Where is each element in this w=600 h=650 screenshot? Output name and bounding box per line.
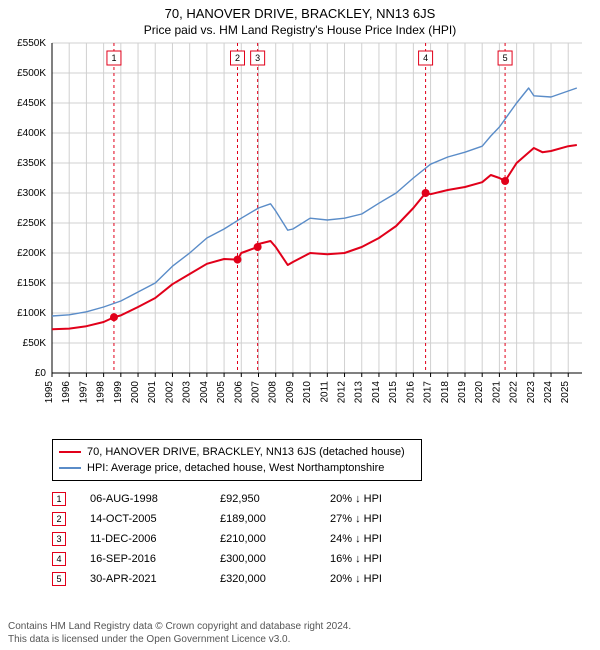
sales-index-box: 3 (52, 532, 66, 546)
svg-text:2009: 2009 (285, 381, 296, 404)
chart-area: £0 £50K £100K £150K £200K £250K £300K £350K £400… (0, 37, 600, 435)
svg-text:1995: 1995 (44, 381, 55, 404)
sales-table: 106-AUG-1998£92,95020% ↓ HPI214-OCT-2005… (52, 489, 592, 589)
sales-price: £92,950 (220, 493, 330, 505)
svg-text:2013: 2013 (354, 381, 365, 404)
svg-text:1998: 1998 (96, 381, 107, 404)
svg-text:£250K: £250K (17, 218, 46, 229)
legend-label: HPI: Average price, detached house, West… (87, 462, 384, 474)
price-chart: £0 £50K £100K £150K £200K £250K £300K £350K £400… (0, 37, 600, 435)
svg-text:£450K: £450K (17, 98, 46, 109)
svg-text:2011: 2011 (319, 381, 330, 403)
sales-row: 4 16-SEP-2016£300,00016% ↓ HPI (52, 549, 592, 569)
sales-date: 11-DEC-2006 (90, 533, 220, 545)
page-title: 70, HANOVER DRIVE, BRACKLEY, NN13 6JS (0, 6, 600, 21)
sales-date: 16-SEP-2016 (90, 553, 220, 565)
sales-row: 5 30-APR-2021£320,00020% ↓ HPI (52, 569, 592, 589)
legend-swatch (59, 451, 81, 453)
svg-text:2014: 2014 (371, 381, 382, 404)
svg-text:2010: 2010 (302, 381, 313, 404)
footnote-line: Contains HM Land Registry data © Crown c… (8, 620, 351, 633)
svg-text:£400K: £400K (17, 128, 46, 139)
svg-text:£550K: £550K (17, 38, 46, 49)
legend-item: 70, HANOVER DRIVE, BRACKLEY, NN13 6JS (d… (59, 444, 415, 460)
svg-text:2019: 2019 (457, 381, 468, 404)
sales-price: £210,000 (220, 533, 330, 545)
svg-text:£150K: £150K (17, 278, 46, 289)
footnote: Contains HM Land Registry data © Crown c… (8, 620, 351, 646)
sales-price: £320,000 (220, 573, 330, 585)
sales-delta: 20% ↓ HPI (330, 573, 440, 585)
svg-text:2005: 2005 (216, 381, 227, 404)
svg-text:2015: 2015 (388, 381, 399, 404)
svg-text:5: 5 (503, 53, 508, 63)
sales-price: £189,000 (220, 513, 330, 525)
svg-text:2020: 2020 (474, 381, 485, 404)
svg-text:3: 3 (255, 53, 260, 63)
svg-text:2001: 2001 (147, 381, 158, 404)
svg-text:1997: 1997 (78, 381, 89, 404)
svg-text:2016: 2016 (405, 381, 416, 404)
sales-row: 2 14-OCT-2005£189,00027% ↓ HPI (52, 509, 592, 529)
page-subtitle: Price paid vs. HM Land Registry's House … (0, 23, 600, 37)
svg-text:2004: 2004 (199, 381, 210, 404)
svg-text:2000: 2000 (130, 381, 141, 404)
legend-swatch (59, 467, 81, 468)
svg-text:4: 4 (423, 53, 428, 63)
svg-text:2003: 2003 (182, 381, 193, 404)
sales-delta: 27% ↓ HPI (330, 513, 440, 525)
footnote-line: This data is licensed under the Open Gov… (8, 633, 351, 646)
svg-text:£50K: £50K (23, 338, 47, 349)
svg-text:2007: 2007 (250, 381, 261, 404)
svg-text:2018: 2018 (440, 381, 451, 404)
svg-text:£300K: £300K (17, 188, 46, 199)
sales-index-box: 1 (52, 492, 66, 506)
svg-text:£100K: £100K (17, 308, 46, 319)
svg-text:2: 2 (235, 53, 240, 63)
sales-date: 14-OCT-2005 (90, 513, 220, 525)
sales-date: 06-AUG-1998 (90, 493, 220, 505)
sales-index-box: 2 (52, 512, 66, 526)
sales-delta: 16% ↓ HPI (330, 553, 440, 565)
sales-delta: 20% ↓ HPI (330, 493, 440, 505)
svg-text:2023: 2023 (526, 381, 537, 404)
chart-container: 70, HANOVER DRIVE, BRACKLEY, NN13 6JS Pr… (0, 0, 600, 650)
legend: 70, HANOVER DRIVE, BRACKLEY, NN13 6JS (d… (52, 439, 422, 481)
legend-label: 70, HANOVER DRIVE, BRACKLEY, NN13 6JS (d… (87, 446, 405, 458)
svg-text:2022: 2022 (509, 381, 520, 404)
svg-text:2017: 2017 (423, 381, 434, 404)
svg-text:2006: 2006 (233, 381, 244, 404)
svg-text:£200K: £200K (17, 248, 46, 259)
sales-row: 1 06-AUG-1998£92,95020% ↓ HPI (52, 489, 592, 509)
sales-price: £300,000 (220, 553, 330, 565)
svg-text:1: 1 (111, 53, 116, 63)
sales-index-box: 4 (52, 552, 66, 566)
svg-text:1999: 1999 (113, 381, 124, 404)
svg-text:2002: 2002 (164, 381, 175, 404)
svg-text:1996: 1996 (61, 381, 72, 404)
svg-text:2025: 2025 (560, 381, 571, 404)
sales-delta: 24% ↓ HPI (330, 533, 440, 545)
sales-row: 3 11-DEC-2006£210,00024% ↓ HPI (52, 529, 592, 549)
svg-text:2024: 2024 (543, 381, 554, 404)
svg-text:2008: 2008 (268, 381, 279, 404)
svg-text:£350K: £350K (17, 158, 46, 169)
svg-text:2021: 2021 (491, 381, 502, 404)
svg-text:£0: £0 (35, 368, 47, 379)
sales-date: 30-APR-2021 (90, 573, 220, 585)
svg-text:2012: 2012 (337, 381, 348, 404)
sales-index-box: 5 (52, 572, 66, 586)
legend-item: HPI: Average price, detached house, West… (59, 460, 415, 476)
svg-text:£500K: £500K (17, 68, 46, 79)
header: 70, HANOVER DRIVE, BRACKLEY, NN13 6JS Pr… (0, 0, 600, 37)
